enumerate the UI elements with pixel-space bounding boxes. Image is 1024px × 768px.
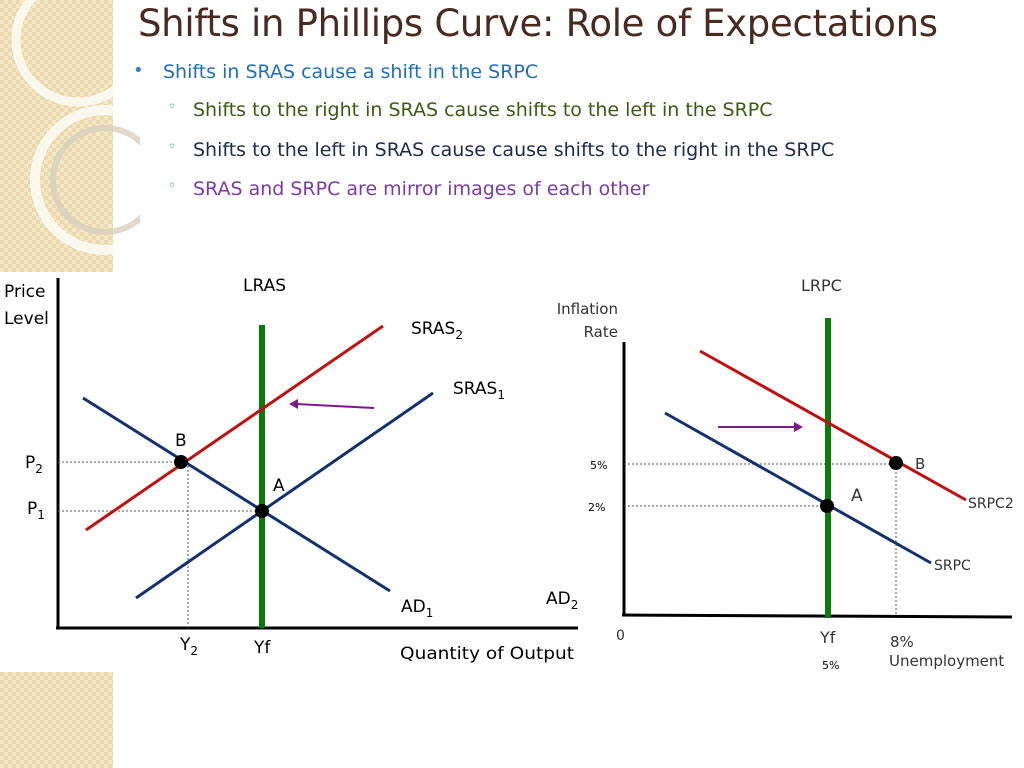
slide-title: Shifts in Phillips Curve: Role of Expect… <box>138 2 938 45</box>
sras1-label-sub: 1 <box>497 388 505 402</box>
ad1-label-sub: 1 <box>426 606 434 620</box>
left-y-label-2: Level <box>4 309 49 329</box>
sub-bullet-ring-icon: ◦ <box>168 99 177 115</box>
p2-label-sub: 2 <box>35 462 43 476</box>
sras1-line <box>135 391 434 600</box>
bullet-main: • Shifts in SRAS cause a shift in the SR… <box>133 60 539 83</box>
p1-label-main: P <box>27 499 37 519</box>
sub-bullet-ring-icon: ◦ <box>168 139 177 155</box>
lrpc-label: LRPC <box>801 276 842 295</box>
ad-line <box>82 396 391 593</box>
left-point-b-label: B <box>175 431 187 451</box>
sub-bullet-2-text: Shifts to the left in SRAS cause cause s… <box>193 139 835 161</box>
right-point-a-dot <box>820 499 834 513</box>
p1-label-sub: 1 <box>37 508 45 522</box>
y2-label-sub: 2 <box>190 644 198 658</box>
srpc2-line <box>699 349 967 502</box>
p2-label-main: P <box>25 453 35 473</box>
sub-bullet-1-text: Shifts to the right in SRAS cause shifts… <box>193 99 773 121</box>
sub-bullet-ring-icon: ◦ <box>168 178 177 194</box>
p2-label: P2 <box>25 453 43 476</box>
shift-left-arrow <box>295 403 375 409</box>
p1-label: P1 <box>27 499 45 522</box>
ad2-label-main: AD <box>546 589 571 609</box>
lras-label: LRAS <box>243 276 286 296</box>
left-yf-label: Yf <box>253 638 271 658</box>
right-point-a-label: A <box>851 486 863 506</box>
left-x-label: Quantity of Output <box>400 644 574 664</box>
point-a-dot <box>255 504 269 518</box>
right-x-label: Unemployment <box>889 652 1004 670</box>
deco-ring-2 <box>30 105 140 255</box>
sub-bullet-3: ◦ SRAS and SRPC are mirror images of eac… <box>168 178 650 200</box>
sub-bullet-3-text: SRAS and SRPC are mirror images of each … <box>193 178 650 200</box>
right-y-label-2: Rate <box>584 323 618 341</box>
deco-ring-1 <box>11 0 140 107</box>
sras1-label-main: SRAS <box>453 379 497 399</box>
shift-right-arrowhead <box>794 422 803 432</box>
ad2-label: AD2 <box>546 589 578 612</box>
deco-ring-3 <box>50 125 140 235</box>
sras2-label-sub: 2 <box>455 328 463 342</box>
left-y-label-1: Price <box>4 282 45 302</box>
y2-label-main: Y <box>179 635 191 655</box>
srpc2-label: SRPC2 <box>968 496 1014 512</box>
sub-bullet-1: ◦ Shifts to the right in SRAS cause shif… <box>168 99 773 121</box>
ad1-label-main: AD <box>401 597 426 617</box>
bottom-left-pattern <box>0 672 113 768</box>
point-b-dot <box>174 455 188 469</box>
left-point-a-label: A <box>273 476 285 496</box>
shift-left-arrowhead <box>289 399 298 409</box>
bullet-main-text: Shifts in SRAS cause a shift in the SRPC <box>163 61 539 83</box>
decorative-background <box>0 0 140 768</box>
y2-label: Y2 <box>179 635 198 658</box>
right-y-label-1: Inflation <box>557 300 618 318</box>
sub-bullet-2: ◦ Shifts to the left in SRAS cause cause… <box>168 139 835 161</box>
sras1-label: SRAS1 <box>453 379 505 402</box>
x-5pct-label: 5% <box>822 659 839 672</box>
ad2-label-sub: 2 <box>571 598 579 612</box>
right-point-b-label: B <box>915 455 925 473</box>
x-8pct-label: 8% <box>890 633 914 651</box>
srpc-line <box>664 411 932 565</box>
tick-5pct-label: 5% <box>590 459 607 472</box>
tick-2pct-label: 2% <box>588 501 605 514</box>
bullet-dot-icon: • <box>133 60 144 81</box>
right-x-axis <box>621 613 1013 619</box>
srpc-label: SRPC <box>934 558 971 574</box>
origin-label: 0 <box>616 628 625 644</box>
right-yf-label: Yf <box>819 628 836 647</box>
right-point-b-dot <box>889 456 903 470</box>
sras2-label-main: SRAS <box>411 319 455 339</box>
ad1-label: AD1 <box>401 597 433 620</box>
sras2-line <box>85 324 384 532</box>
sras2-label: SRAS2 <box>411 319 463 342</box>
